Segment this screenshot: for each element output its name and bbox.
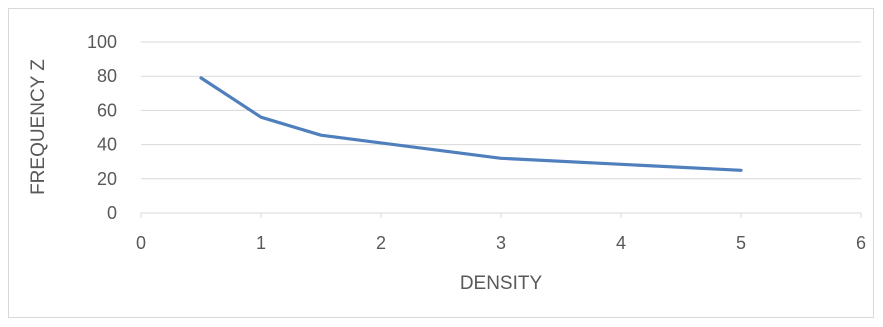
chart-frame <box>8 8 874 318</box>
y-tick-label: 80 <box>97 66 117 86</box>
y-axis-ticks: 0 20 40 60 80 100 <box>87 32 117 223</box>
x-axis-ticks: 0 1 2 3 4 5 6 <box>136 233 866 253</box>
x-axis-title: DENSITY <box>460 273 543 294</box>
x-tick-label: 5 <box>736 233 746 253</box>
y-tick-label: 0 <box>107 203 117 223</box>
series-line <box>199 76 743 172</box>
x-tick-label: 0 <box>136 233 146 253</box>
y-tick-label: 100 <box>87 32 117 52</box>
x-tick-label: 6 <box>856 233 866 253</box>
y-tick-label: 20 <box>97 169 117 189</box>
series-group <box>199 76 743 172</box>
x-tick-label: 1 <box>256 233 266 253</box>
x-tick-label: 2 <box>376 233 386 253</box>
x-tick-label: 4 <box>616 233 626 253</box>
y-tick-label: 60 <box>97 100 117 120</box>
gridlines <box>140 41 862 218</box>
y-tick-label: 40 <box>97 135 117 155</box>
x-tick-label: 3 <box>496 233 506 253</box>
y-axis-title: FREQUENCY Z <box>28 59 49 195</box>
